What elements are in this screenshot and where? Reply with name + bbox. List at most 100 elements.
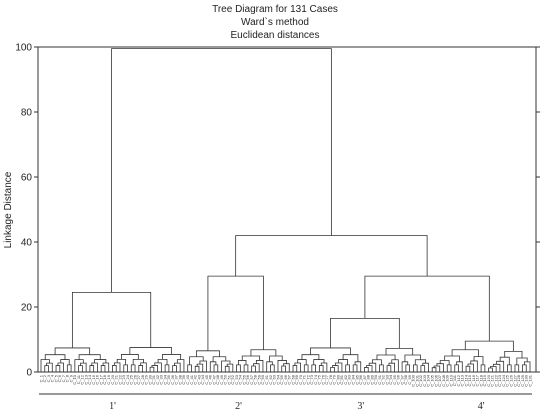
dendrogram-link [376, 354, 396, 360]
leaf-label: C_20 [110, 374, 115, 384]
leaf-label: C_94 [388, 374, 393, 384]
dendrogram-link [342, 354, 359, 362]
dendrogram-link [412, 364, 418, 372]
dendrogram-link [189, 356, 204, 365]
leaf-label: C_31 [151, 374, 156, 384]
leaf-label: C_119 [482, 374, 487, 386]
dendrogram-link [176, 359, 185, 372]
dendrogram-link [480, 364, 486, 372]
dendrogram-link [404, 354, 421, 362]
dendrogram-link [310, 347, 351, 355]
group-label: 4' [478, 401, 485, 412]
dendrogram-link [454, 364, 459, 372]
leaf-label: C_22 [117, 374, 122, 384]
dendrogram-link [194, 365, 200, 372]
y-axis: 0 20 40 60 80 100 [15, 43, 540, 379]
leaf-label: C_36 [170, 374, 175, 384]
leaf-label: C_82 [343, 374, 348, 384]
dendrogram-link [470, 360, 478, 372]
dendrogram-link [283, 363, 290, 372]
leaf-label: C_53 [234, 374, 239, 384]
dendrogram-link [372, 359, 382, 365]
leaf-label: C_95 [392, 374, 397, 384]
dendrogram-link [292, 365, 298, 372]
dendrogram-link [162, 354, 182, 360]
dendrogram-link [354, 361, 362, 372]
dendrogram-link [251, 365, 256, 372]
leaf-label: C_88 [366, 374, 371, 384]
chart-title-line-1: Tree Diagram for 131 Cases [212, 4, 338, 15]
leaf-label: C_72 [305, 374, 310, 384]
dendrogram-link [154, 362, 162, 372]
dendrogram-link [332, 365, 339, 372]
leaf-label: C_49 [219, 374, 224, 384]
dendrogram-link [266, 361, 273, 372]
dendrogram-link [345, 364, 350, 372]
leaf-label: C_42 [193, 374, 198, 384]
dendrogram-link [433, 365, 441, 372]
leaf-label: C_127 [512, 374, 517, 387]
leaf-label: C_64 [275, 374, 280, 384]
dendrogram-link [195, 350, 220, 357]
dendrogram-link [187, 364, 192, 372]
dendrogram-link [330, 317, 400, 349]
dendrogram-link [46, 362, 53, 372]
dendrogram-link [522, 364, 527, 372]
leaf-label: C_105 [430, 374, 435, 387]
leaf-label: C_124 [501, 374, 506, 387]
dendrogram-link [112, 365, 117, 372]
dendrogram-link [253, 363, 260, 372]
leaf-label: C_96 [396, 374, 401, 384]
leaf-label: C_17 [98, 374, 103, 384]
leaf-label: C_101 [414, 374, 419, 387]
dendrogram-link [250, 349, 277, 356]
dendrogram-link [102, 362, 110, 372]
leaf-label: C_51 [226, 374, 231, 384]
dendrogram-link [209, 361, 217, 372]
dendrogram-link [303, 364, 309, 372]
leaf-label: C_104 [426, 374, 431, 387]
leaf-label: C_15 [91, 374, 96, 384]
dendrogram-link [523, 361, 531, 372]
dendrogram-link [465, 365, 471, 372]
leaf-label: C_69 [294, 374, 299, 384]
leaf-label: C_3 [46, 374, 51, 382]
leaf-label: C_46 [208, 374, 213, 384]
leaf-label: C_12 [80, 374, 85, 384]
leaf-label: C_73 [309, 374, 314, 384]
dendrogram-link [364, 275, 490, 342]
dendrogram-link [199, 360, 207, 372]
dendrogram-link [57, 362, 64, 372]
leaf-label: C_29 [144, 374, 149, 384]
dendrogram-link [44, 354, 66, 360]
leaf-label: C_38 [177, 374, 182, 384]
dendrogram-link [241, 355, 261, 361]
dendrogram-link [297, 359, 307, 365]
leaf-label: C_41 [189, 374, 194, 384]
leaf-label: C_107 [437, 374, 442, 387]
leaf-label: C_89 [369, 374, 374, 384]
leaf-label: C_87 [362, 374, 367, 384]
leaf-label: C_37 [174, 374, 179, 384]
dendrogram-link [270, 364, 275, 372]
leaf-label: C_19 [106, 374, 111, 384]
dendrogram-link [221, 360, 231, 372]
group-label: 1' [109, 401, 116, 412]
leaf-label: C_11 [76, 374, 81, 384]
dendrogram-link [379, 364, 384, 372]
leaf-label: C_33 [159, 374, 164, 384]
y-tick-label: 80 [21, 108, 33, 119]
dendrogram-link [94, 359, 107, 364]
leaf-label: C_14 [87, 374, 92, 384]
leaf-label: C_10 [72, 374, 77, 384]
leaf-label: C_130 [524, 374, 529, 387]
leaf-label: C_79 [332, 374, 337, 384]
dendrogram-link [224, 365, 230, 372]
leaf-label: C_80 [335, 374, 340, 384]
dendrogram-link [243, 364, 249, 372]
dendrogram-link [294, 362, 301, 372]
leaf-label: C_118 [478, 374, 483, 386]
leaf-label: C_62 [268, 374, 273, 384]
y-tick-label: 100 [15, 43, 32, 54]
dendrogram-link [514, 364, 520, 372]
